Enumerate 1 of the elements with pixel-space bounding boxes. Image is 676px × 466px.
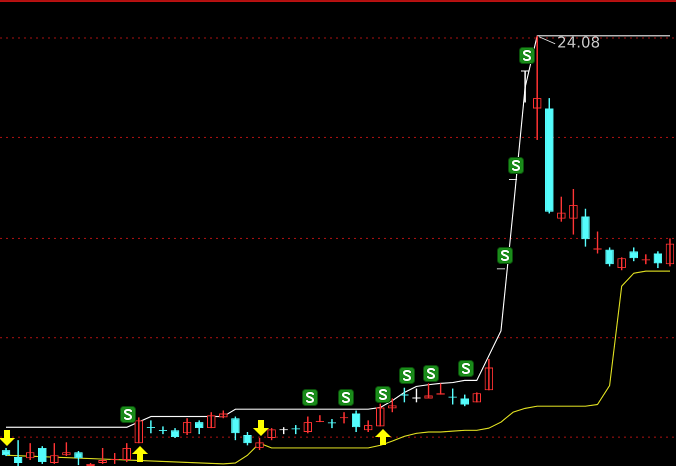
annotation: 24.08 bbox=[557, 34, 600, 52]
